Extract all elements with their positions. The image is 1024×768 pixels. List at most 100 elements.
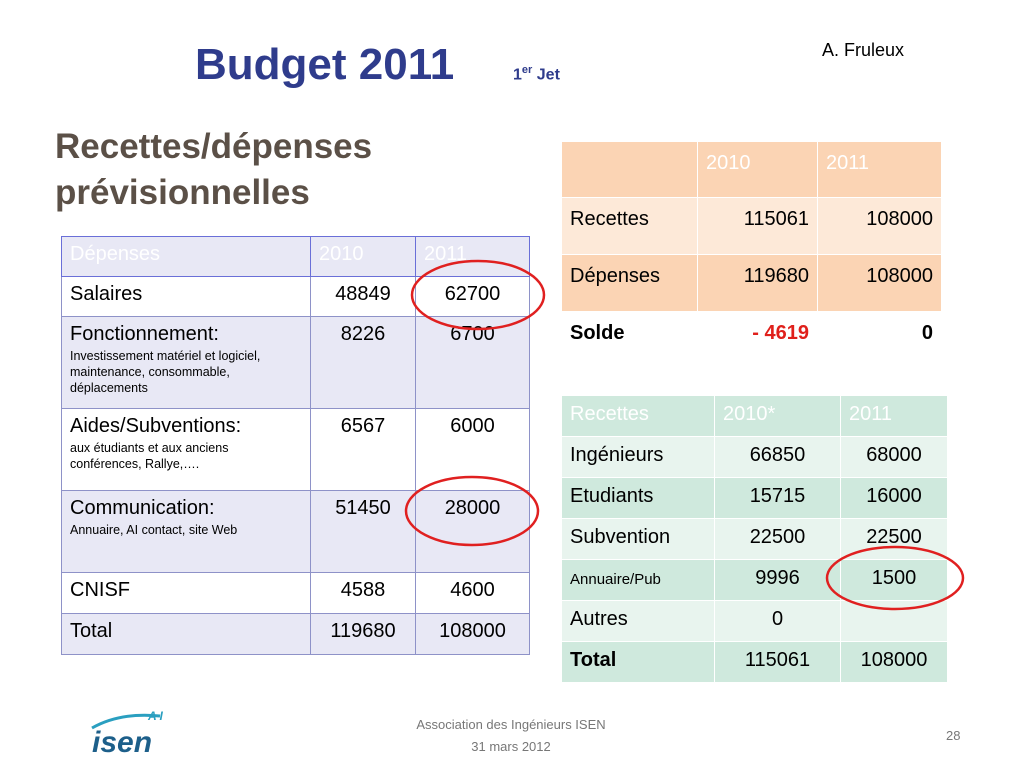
row-label: Total [561, 641, 715, 683]
value-cell: 48849 [310, 276, 416, 317]
subtitle-line: Recettes/dépenses [55, 127, 373, 166]
row: Autres 0 [561, 600, 948, 642]
value-cell: 6567 [310, 408, 416, 491]
value-cell: 9996 [714, 559, 841, 601]
row-label: Communication: Annuaire, AI contact, site… [61, 490, 311, 573]
label: Aides/Subventions: [70, 415, 242, 437]
value-cell: 108000 [817, 197, 942, 255]
label: Etudiants [570, 485, 654, 507]
value-cell: 0 [817, 311, 942, 367]
logo-main: isen [92, 726, 152, 759]
subtitle: Recettes/dépenses prévisionnelles [55, 124, 372, 216]
row-label: Autres [561, 600, 715, 642]
row: Total 115061 108000 [561, 641, 948, 683]
edition-word: Jet [536, 66, 560, 84]
value-cell: 115061 [714, 641, 841, 683]
footer-organization: Association des Ingénieurs ISEN [416, 717, 606, 732]
header-row: Dépenses 2010 2011 [61, 236, 530, 277]
value-cell: 1500 [840, 559, 948, 601]
author: A. Fruleux [822, 40, 905, 60]
header-cell: 2011 [840, 395, 948, 437]
value-cell: 16000 [840, 477, 948, 519]
row: Etudiants 15715 16000 [561, 477, 948, 519]
header-cell: 2010 [697, 141, 818, 198]
header-cell: 2010* [714, 395, 841, 437]
row: Solde - 4619 0 [561, 311, 942, 367]
row-label: Recettes [561, 197, 698, 255]
value-cell: 4600 [415, 572, 530, 614]
label: Ingénieurs [570, 444, 664, 466]
value-cell: 22500 [840, 518, 948, 560]
label: Subvention [570, 526, 671, 548]
value-cell [840, 600, 948, 642]
header-cell: Recettes [561, 395, 715, 437]
row: Salaires 48849 62700 [61, 276, 530, 317]
label: CNISF [70, 579, 130, 601]
edition-number: 1 [513, 66, 522, 84]
row: Fonctionnement: Investissement matériel e… [61, 316, 530, 409]
row: Recettes 115061 108000 [561, 197, 942, 255]
row-label: Etudiants [561, 477, 715, 519]
row-label: Salaires [61, 276, 311, 317]
value-cell: 22500 [714, 518, 841, 560]
row-label: Dépenses [561, 254, 698, 312]
header-cell: 2011 [415, 236, 530, 277]
edition: 1er Jet [513, 64, 560, 84]
value-cell: 4588 [310, 572, 416, 614]
row-label: Ingénieurs [561, 436, 715, 478]
recettes-table: Recettes 2010* 2011 Ingénieurs 66850 68000 Etu… [561, 395, 948, 683]
page-number: 28 [946, 728, 961, 743]
label: Dépenses [570, 265, 661, 287]
label: Salaires [70, 283, 143, 305]
header-cell: 2011 [817, 141, 942, 198]
value-cell: 119680 [697, 254, 818, 312]
value-cell: 8226 [310, 316, 416, 409]
logo-top: A I [147, 709, 164, 723]
value-cell: 62700 [415, 276, 530, 317]
header-cell: Dépenses [61, 236, 311, 277]
row: Total 119680 108000 [61, 613, 530, 655]
value-cell: - 4619 [697, 311, 818, 367]
row-label: CNISF [61, 572, 311, 614]
value-cell: 66850 [714, 436, 841, 478]
row: Dépenses 119680 108000 [561, 254, 942, 312]
title: Budget 2011 [195, 40, 455, 89]
header-row: Recettes 2010* 2011 [561, 395, 948, 437]
label: Total [570, 649, 617, 671]
row-label: Aides/Subventions: aux étudiants et aux a… [61, 408, 311, 491]
row: Communication: Annuaire, AI contact, site… [61, 490, 530, 573]
value-cell: 6700 [415, 316, 530, 409]
edition-sup: er [521, 64, 533, 76]
value-cell: 68000 [840, 436, 948, 478]
row-label: Subvention [561, 518, 715, 560]
row-label: Solde [561, 311, 698, 367]
header-cell: 2010 [310, 236, 416, 277]
value-cell: 108000 [415, 613, 530, 655]
solde-table: 2010 2011 Recettes 115061 108000 Dépenses 1196… [561, 141, 942, 367]
row-label: Fonctionnement: Investissement matériel e… [61, 316, 311, 409]
value-cell: 0 [714, 600, 841, 642]
value-cell: 15715 [714, 477, 841, 519]
row-label: Total [61, 613, 311, 655]
value-cell: 119680 [310, 613, 416, 655]
label: Solde [570, 322, 625, 344]
row: Annuaire/Pub 9996 1500 [561, 559, 948, 601]
detail: aux étudiants et aux anciens conférences… [70, 441, 229, 471]
header-row: 2010 2011 [561, 141, 942, 198]
row: Subvention 22500 22500 [561, 518, 948, 560]
detail: Investissement matériel et logiciel, mai… [70, 349, 261, 395]
header-cell [561, 141, 698, 198]
label: Total [70, 620, 113, 642]
row: Aides/Subventions: aux étudiants et aux a… [61, 408, 530, 491]
footer-date: 31 mars 2012 [471, 739, 551, 754]
label: Annuaire/Pub [570, 571, 661, 588]
footer: Association des Ingénieurs ISEN 31 mars … [361, 714, 661, 758]
depenses-table: Dépenses 2010 2011 Salaires 48849 62700 Foncti… [61, 236, 530, 655]
detail: Annuaire, AI contact, site Web [70, 523, 238, 537]
value-cell: 51450 [310, 490, 416, 573]
logo-swoosh [91, 713, 161, 730]
value-cell: 108000 [840, 641, 948, 683]
row-label: Annuaire/Pub [561, 559, 715, 601]
value-cell: 108000 [817, 254, 942, 312]
